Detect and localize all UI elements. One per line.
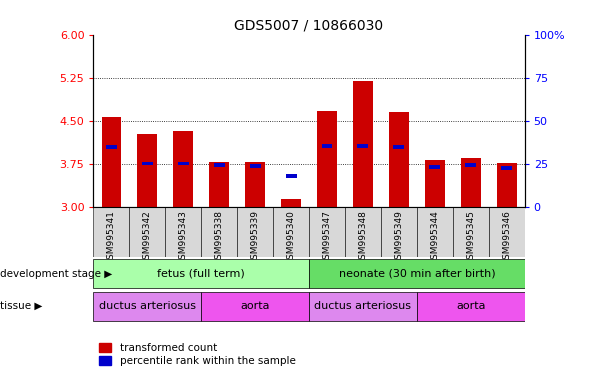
Text: fetus (full term): fetus (full term) (157, 268, 245, 279)
Text: GSM995345: GSM995345 (466, 210, 475, 265)
Bar (201, 207, 237, 257)
Bar (417, 291, 525, 321)
Bar (174, 131, 193, 207)
Bar (245, 162, 265, 207)
Bar (501, 166, 512, 170)
Text: aorta: aorta (456, 301, 485, 311)
Text: aorta: aorta (241, 301, 270, 311)
Bar (106, 145, 117, 149)
Bar (237, 207, 273, 257)
Legend: transformed count, percentile rank within the sample: transformed count, percentile rank withi… (99, 343, 295, 366)
Bar (178, 162, 189, 166)
Text: GSM995343: GSM995343 (178, 210, 188, 265)
Bar (393, 145, 404, 149)
Bar (281, 199, 301, 207)
Title: GDS5007 / 10866030: GDS5007 / 10866030 (235, 18, 384, 32)
Text: development stage ▶: development stage ▶ (0, 268, 112, 279)
Bar (425, 160, 444, 207)
Text: GSM995346: GSM995346 (502, 210, 511, 265)
Text: tissue ▶: tissue ▶ (0, 301, 42, 311)
Bar (101, 117, 121, 207)
Bar (142, 162, 153, 166)
Text: neonate (30 min after birth): neonate (30 min after birth) (338, 268, 495, 279)
Bar (417, 207, 453, 257)
Bar (93, 259, 309, 288)
Bar (321, 144, 332, 147)
Bar (309, 259, 525, 288)
Bar (286, 174, 297, 177)
Bar (466, 163, 476, 167)
Bar (358, 144, 368, 147)
Bar (309, 207, 345, 257)
Bar (201, 291, 309, 321)
Text: ductus arteriosus: ductus arteriosus (99, 301, 196, 311)
Bar (137, 134, 157, 207)
Text: GSM995347: GSM995347 (323, 210, 332, 265)
Bar (165, 207, 201, 257)
Text: GSM995342: GSM995342 (143, 210, 152, 265)
Text: ductus arteriosus: ductus arteriosus (314, 301, 411, 311)
Bar (214, 164, 225, 167)
Bar (273, 207, 309, 257)
Text: GSM995344: GSM995344 (431, 210, 440, 265)
Bar (250, 164, 260, 168)
Bar (497, 163, 517, 207)
Bar (488, 207, 525, 257)
Bar (461, 159, 481, 207)
Text: GSM995339: GSM995339 (251, 210, 260, 265)
Text: GSM995340: GSM995340 (286, 210, 295, 265)
Bar (381, 207, 417, 257)
Text: GSM995341: GSM995341 (107, 210, 116, 265)
Bar (453, 207, 488, 257)
Bar (130, 207, 165, 257)
Text: GSM995338: GSM995338 (215, 210, 224, 265)
Bar (389, 112, 409, 207)
Text: GSM995349: GSM995349 (394, 210, 403, 265)
Bar (309, 291, 417, 321)
Bar (429, 165, 440, 169)
Bar (353, 81, 373, 207)
Bar (317, 111, 337, 207)
Bar (93, 291, 201, 321)
Bar (93, 207, 130, 257)
Bar (209, 162, 229, 207)
Bar (345, 207, 381, 257)
Text: GSM995348: GSM995348 (358, 210, 367, 265)
